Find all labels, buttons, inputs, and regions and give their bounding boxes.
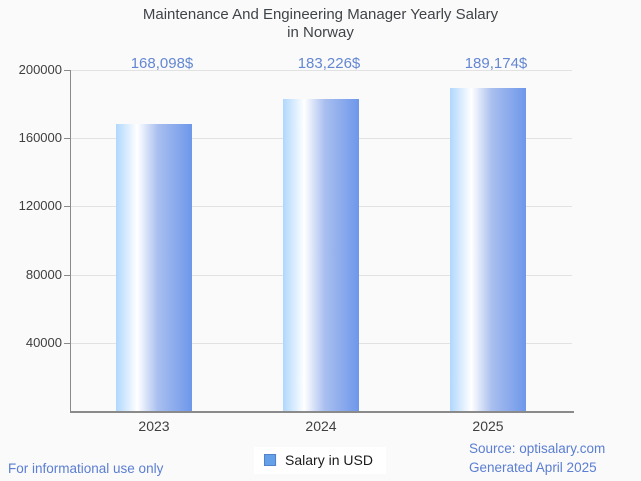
bar-value-label-2023: 168,098$ (130, 55, 194, 72)
y-axis-label: 40000 (25, 334, 62, 350)
x-axis-label-2024: 2024 (305, 418, 337, 434)
source-text: Source: optisalary.com (469, 441, 606, 456)
y-axis-label: 80000 (25, 266, 62, 282)
y-tick-120000 (64, 206, 70, 208)
bar-value-label-2024: 183,226$ (297, 55, 361, 72)
bar-value-label-2025: 189,174$ (464, 55, 528, 72)
legend-label: Salary in USD (285, 452, 373, 468)
bar-2024[interactable] (283, 98, 359, 411)
gridline-200000 (70, 70, 572, 71)
chart-title-line1: Maintenance And Engineering Manager Year… (142, 6, 499, 23)
source-block: Source: optisalary.com Generated April 2… (469, 440, 605, 477)
y-tick-160000 (64, 138, 70, 140)
generated-text: Generated April 2025 (469, 459, 597, 475)
x-axis-label-2025: 2025 (472, 418, 504, 434)
bar-2023[interactable] (116, 124, 192, 411)
legend-swatch-icon (264, 454, 277, 466)
chart-title: Maintenance And Engineering Manager Year… (0, 6, 641, 41)
legend: Salary in USD (254, 447, 386, 474)
y-axis-label: 160000 (18, 130, 62, 146)
y-tick-200000 (64, 70, 70, 71)
y-tick-40000 (64, 342, 70, 344)
y-axis-label: 120000 (18, 198, 62, 214)
chart-title-line2: in Norway (287, 23, 354, 41)
y-tick-80000 (64, 274, 70, 276)
y-axis-line (70, 70, 71, 412)
y-axis-label: 200000 (18, 62, 62, 77)
x-axis-label-2023: 2023 (138, 418, 170, 434)
disclaimer-text: For informational use only (8, 461, 164, 476)
x-axis-line (70, 411, 574, 413)
bar-2025[interactable] (450, 88, 526, 411)
